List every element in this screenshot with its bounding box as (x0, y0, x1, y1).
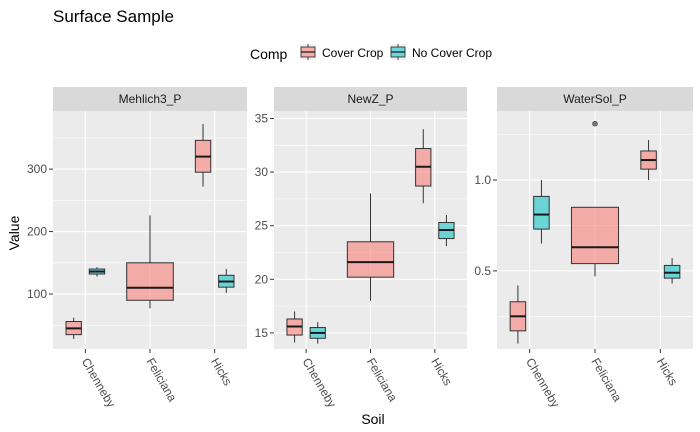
y-tick-label: 0.5 (474, 264, 491, 278)
panel-watersol-p: WaterSol_P 0.5 1.0 Chenneby Feliciana Hicks (474, 87, 693, 410)
strip-label-mehlich3-p: Mehlich3_P (119, 92, 182, 106)
strip-label-watersol-p: WaterSol_P (563, 92, 627, 106)
box-chenneby-cover-crop (65, 317, 82, 340)
outlier-point (592, 121, 598, 127)
box-feliciana-cover-crop (346, 193, 395, 301)
legend: Comp Cover Crop No Cover Crop (250, 44, 492, 62)
y-tick-label: 30 (255, 165, 269, 179)
y-tick-label: 300 (27, 162, 47, 176)
x-tick-label: Chenneby (523, 356, 562, 410)
strip-newz-p (274, 87, 467, 111)
box-hicks-cover-crop (640, 140, 657, 181)
x-tick-label: Hicks (428, 356, 455, 388)
y-tick-label: 200 (27, 225, 47, 239)
box-chenneby-cover-crop (286, 311, 303, 343)
facet-panels: Mehlich3_P 100 200 300 Chenneby Feliciana Hick… (27, 87, 693, 410)
panel-newz-p: NewZ_P 15 20 25 30 35 Chenneby Feliciana Hicks (255, 87, 467, 410)
x-tick-label: Hicks (208, 356, 235, 388)
x-tick-label: Chenneby (300, 356, 339, 410)
y-tick-label: 35 (255, 112, 269, 126)
box-chenneby-no-cover-crop (88, 267, 106, 277)
box-body (570, 206, 620, 265)
y-tick-label: 15 (255, 326, 269, 340)
y-axis-title: Value (6, 215, 22, 250)
strip-mehlich3-p (53, 87, 247, 111)
y-tick-label: 1.0 (474, 173, 491, 187)
box-chenneby-no-cover-crop (533, 180, 550, 244)
box-hicks-cover-crop (415, 129, 432, 204)
panel-mehlich3-p: Mehlich3_P 100 200 300 Chenneby Feliciana Hick… (27, 87, 247, 410)
legend-item-cover-crop: Cover Crop (300, 44, 384, 60)
y-tick-label: 25 (255, 219, 269, 233)
strip-label-newz-p: NewZ_P (347, 92, 393, 106)
legend-item-no-cover-crop: No Cover Crop (390, 44, 492, 60)
box-hicks-no-cover-crop (218, 269, 235, 293)
box-hicks-no-cover-crop (438, 214, 455, 247)
x-tick-label: Feliciana (364, 356, 400, 405)
y-tick-label: 100 (27, 287, 47, 301)
box-chenneby-cover-crop (509, 285, 527, 344)
box-hicks-no-cover-crop (663, 258, 681, 284)
chart-title: Surface Sample (53, 7, 174, 26)
legend-title: Comp (250, 46, 288, 62)
box-body (346, 241, 395, 278)
box-hicks-cover-crop (194, 124, 212, 187)
legend-label-cover-crop: Cover Crop (322, 46, 384, 60)
box-feliciana-cover-crop (126, 215, 174, 309)
y-tick-label: 20 (255, 272, 269, 286)
box-body (126, 262, 174, 301)
legend-label-no-cover-crop: No Cover Crop (412, 46, 492, 60)
box-body (533, 195, 550, 230)
x-axis-title: Soil (361, 411, 384, 427)
box-chenneby-no-cover-crop (309, 322, 326, 344)
box-feliciana-cover-crop (570, 121, 620, 277)
x-tick-label: Feliciana (143, 356, 179, 405)
x-tick-label: Hicks (654, 356, 681, 388)
x-tick-label: Feliciana (588, 356, 624, 405)
legend-items: Cover Crop No Cover Crop (300, 44, 492, 60)
strip-watersol-p (497, 87, 693, 111)
x-tick-label: Chenneby (79, 356, 118, 410)
